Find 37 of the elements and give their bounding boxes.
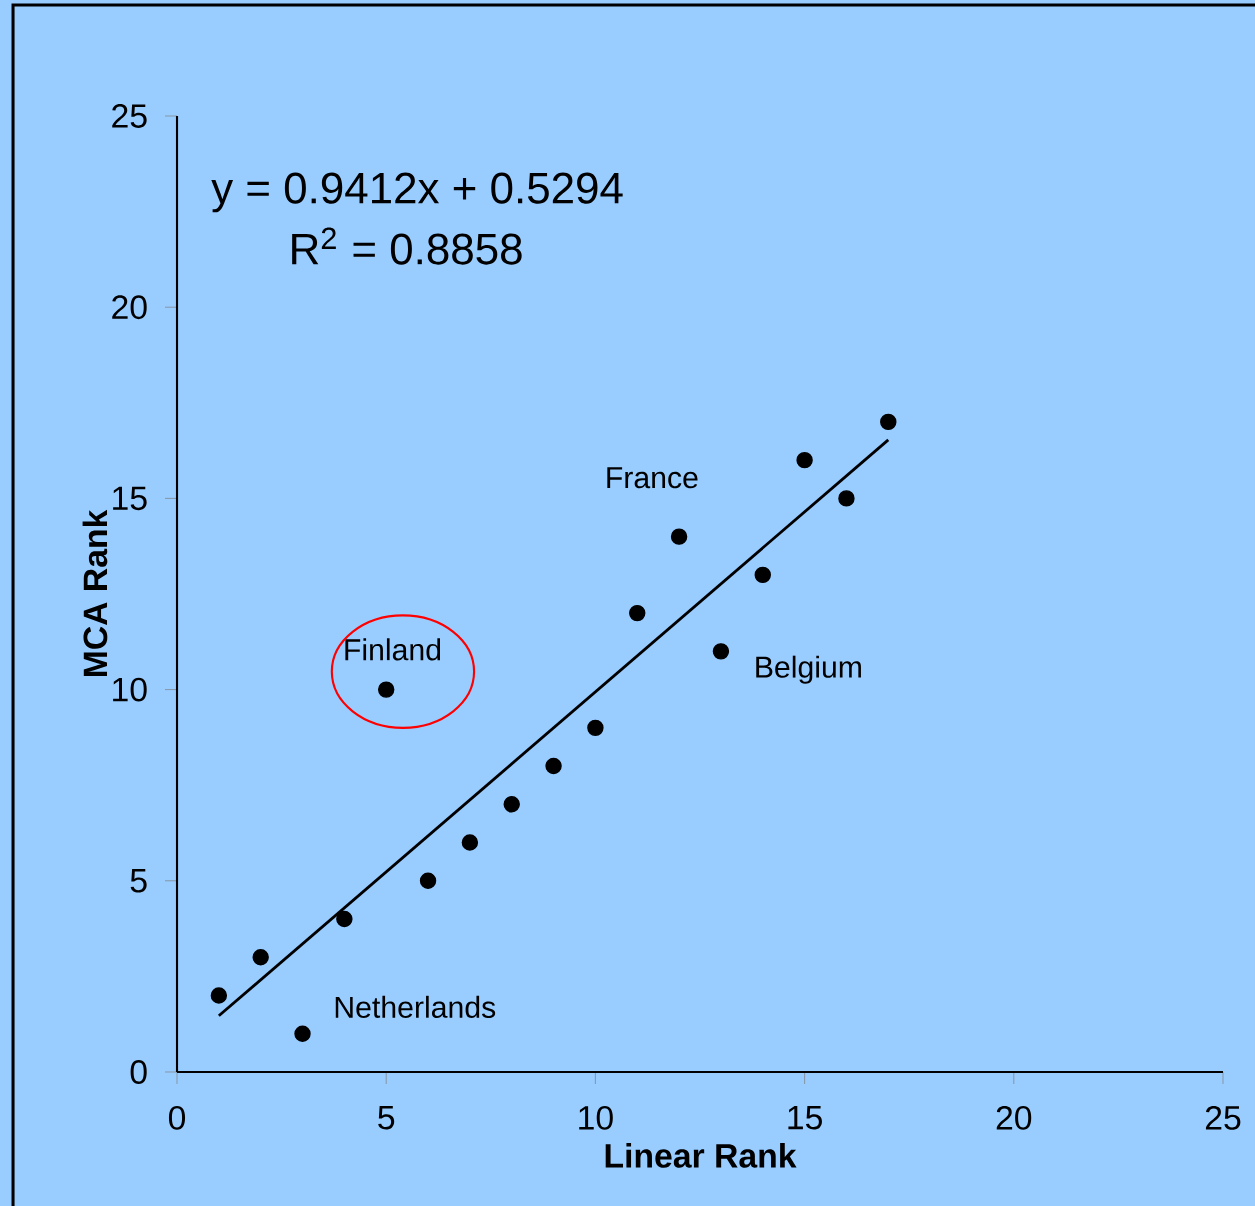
point	[336, 910, 353, 928]
y-tick-label: 20	[112, 295, 147, 320]
annotation: y = 0.9412x + 0.5294	[211, 172, 623, 213]
x-tick-label: 10	[579, 1105, 613, 1130]
point	[629, 604, 646, 622]
annotation: Netherlands	[335, 995, 496, 1018]
x-tick-label: 25	[1205, 1105, 1241, 1130]
y-tick-label: 5	[130, 869, 147, 893]
point	[419, 872, 437, 890]
annotation: R$^{2}$ = 0.8858	[292, 227, 522, 265]
point	[252, 949, 269, 966]
y-tick-label: 0	[130, 1060, 147, 1084]
point	[545, 757, 562, 775]
point	[838, 490, 855, 507]
point	[796, 451, 813, 469]
point	[670, 528, 688, 545]
point	[377, 681, 395, 698]
x-tick-label: 0	[168, 1105, 186, 1130]
point	[503, 796, 520, 813]
x-tick-label: 5	[378, 1105, 395, 1130]
y-axis-title: MCA Rank	[82, 509, 108, 677]
y-tick-label: 25	[112, 104, 147, 128]
point	[294, 1025, 311, 1042]
point	[754, 566, 771, 584]
point	[712, 643, 730, 660]
x-tick-label: 15	[788, 1105, 822, 1130]
point	[587, 719, 604, 737]
y-tick-label: 15	[113, 486, 147, 511]
point	[210, 987, 228, 1004]
x-axis-title: Linear Rank	[605, 1143, 797, 1168]
point	[880, 413, 897, 431]
annotation: Belgium	[756, 655, 861, 684]
x-tick-label: 20	[996, 1105, 1032, 1130]
annotation: Finland	[345, 638, 441, 661]
annotation: France	[607, 467, 698, 489]
point	[461, 834, 479, 851]
y-tick-label: 10	[113, 677, 147, 702]
